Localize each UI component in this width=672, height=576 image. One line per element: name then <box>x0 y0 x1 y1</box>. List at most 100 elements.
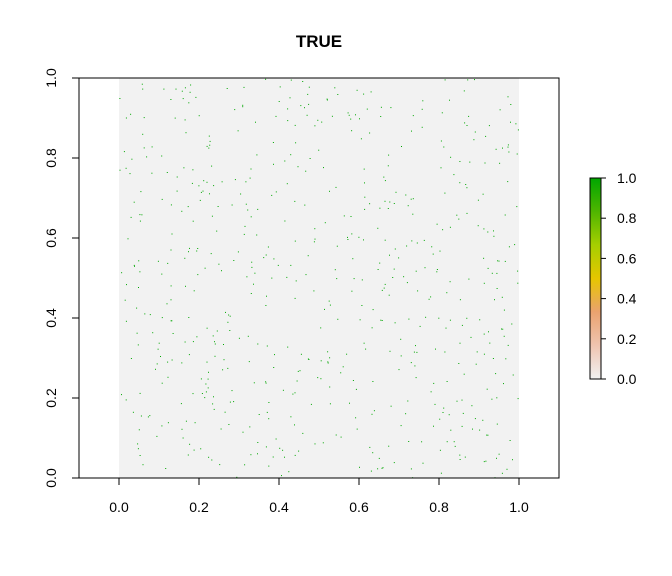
raster-point <box>444 79 446 81</box>
raster-point <box>440 140 442 142</box>
raster-point <box>144 313 146 315</box>
raster-point <box>318 149 320 151</box>
raster-point <box>389 201 391 203</box>
raster-point <box>483 228 485 230</box>
raster-point <box>356 89 358 91</box>
raster-point <box>502 147 503 149</box>
raster-point <box>295 280 297 282</box>
raster-point <box>406 282 408 284</box>
raster-point <box>446 381 448 382</box>
raster-point <box>236 476 238 478</box>
x-tick-label: 0.0 <box>109 499 129 515</box>
raster-point <box>214 343 216 345</box>
raster-point <box>242 431 244 433</box>
raster-point <box>423 239 425 241</box>
raster-point <box>184 341 186 343</box>
raster-point <box>223 344 224 345</box>
colorbar-tick-label: 0.8 <box>617 210 637 226</box>
raster-point <box>415 270 417 272</box>
raster-point <box>140 415 142 417</box>
raster-point <box>273 258 275 260</box>
raster-point <box>411 130 412 132</box>
raster-point <box>347 236 348 238</box>
raster-point <box>327 351 329 353</box>
raster-point <box>445 327 447 329</box>
raster-point <box>266 411 268 413</box>
raster-point <box>160 356 161 357</box>
raster-point <box>209 144 211 146</box>
raster-point <box>275 438 277 440</box>
raster-point <box>184 87 186 89</box>
raster-point <box>466 187 468 189</box>
raster-point <box>233 260 235 261</box>
raster-point <box>486 388 488 390</box>
raster-point <box>479 429 481 431</box>
raster-point <box>507 144 509 146</box>
raster-point <box>496 272 498 274</box>
raster-point <box>121 272 123 274</box>
raster-point <box>191 182 193 184</box>
raster-point <box>371 327 373 329</box>
raster-point <box>125 167 127 169</box>
raster-point <box>501 296 503 298</box>
raster-point <box>124 299 126 301</box>
raster-point <box>207 387 209 389</box>
raster-point <box>187 454 189 456</box>
raster-point <box>256 154 258 156</box>
x-tick-label: 0.8 <box>429 499 449 515</box>
raster-point <box>234 179 236 181</box>
raster-point <box>470 336 472 338</box>
raster-point <box>296 380 298 382</box>
raster-point <box>411 240 413 242</box>
raster-point <box>370 91 372 93</box>
raster-point <box>328 300 330 302</box>
raster-point <box>181 428 183 430</box>
raster-point <box>290 416 292 418</box>
raster-point <box>350 118 352 120</box>
raster-point <box>190 84 192 86</box>
raster-point <box>229 401 231 403</box>
raster-point <box>493 230 494 232</box>
raster-point <box>441 112 443 114</box>
colorbar-tick-label: 0.2 <box>617 331 637 347</box>
raster-point <box>119 169 121 171</box>
raster-point <box>449 281 451 283</box>
raster-point <box>346 353 348 355</box>
raster-point <box>459 459 461 460</box>
raster-point <box>182 98 184 100</box>
raster-point <box>167 262 169 264</box>
raster-point <box>440 167 442 169</box>
raster-point <box>403 276 405 278</box>
raster-point <box>287 108 289 110</box>
raster-point <box>400 355 402 357</box>
raster-point <box>282 389 284 391</box>
raster-point <box>181 90 183 92</box>
raster-point <box>199 199 201 201</box>
raster-point <box>282 449 284 451</box>
raster-point <box>334 87 336 89</box>
raster-point <box>167 361 169 363</box>
raster-point <box>220 428 222 430</box>
raster-point <box>392 277 394 278</box>
raster-point <box>171 233 173 235</box>
raster-point <box>313 241 315 243</box>
raster-point <box>309 158 311 159</box>
raster-point <box>381 467 383 469</box>
raster-point <box>425 316 427 318</box>
raster-point <box>432 253 434 255</box>
raster-point <box>476 351 478 353</box>
raster-point <box>304 107 305 109</box>
raster-point <box>165 468 167 469</box>
raster-point <box>161 155 163 157</box>
raster-point <box>461 324 463 326</box>
raster-point <box>251 266 253 268</box>
raster-point <box>171 320 173 322</box>
raster-point <box>390 107 392 109</box>
raster-point <box>158 342 160 344</box>
raster-point <box>394 322 396 324</box>
raster-point <box>242 106 244 108</box>
raster-point <box>209 140 211 142</box>
raster-point <box>244 225 246 227</box>
raster-point <box>393 203 395 204</box>
raster-point <box>250 454 252 456</box>
